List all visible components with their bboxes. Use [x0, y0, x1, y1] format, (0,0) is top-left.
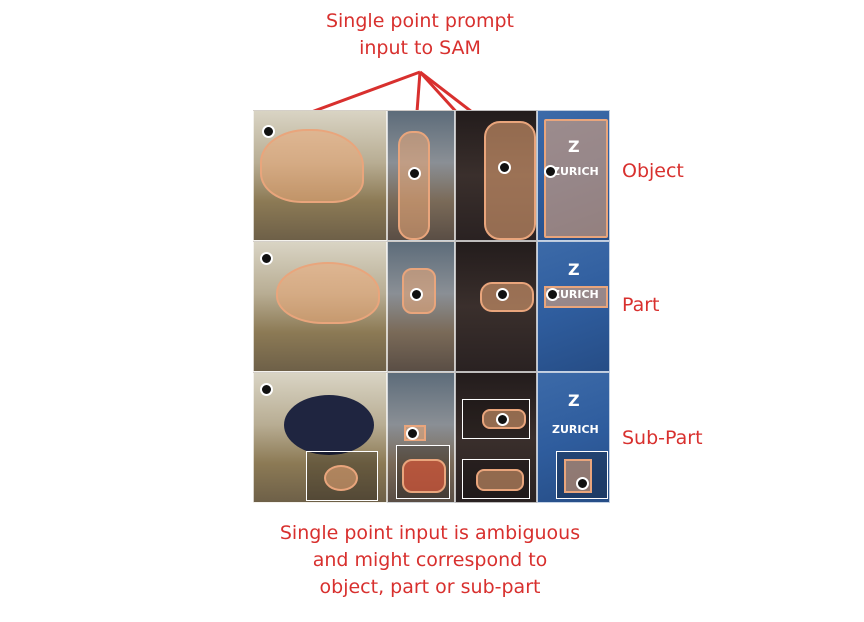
prompt-point: [410, 288, 423, 301]
prompt-point: [576, 477, 589, 490]
person-object-cell: [387, 110, 455, 241]
zurich-wordmark: ZURICH: [552, 423, 599, 436]
example-grid: Z ZURICH Z ZURICH: [253, 110, 610, 503]
emu-object-mask: [260, 129, 364, 203]
emu-object-cell: [253, 110, 387, 241]
zurich-z-logo: Z: [568, 260, 580, 279]
emu-body-mask: [276, 262, 380, 324]
prompt-point: [546, 288, 559, 301]
prompt-point: [496, 288, 509, 301]
sign-object-mask: [544, 119, 608, 238]
emu-dark-body: [284, 395, 374, 455]
sign-subpart-cell: Z ZURICH: [537, 372, 610, 503]
emu-part-cell: [253, 241, 387, 372]
prompt-caption: Single point prompt input to SAM: [250, 8, 590, 62]
prompt-point: [544, 165, 557, 178]
zurich-z-logo: Z: [568, 391, 580, 410]
finger-detail-mask: [476, 469, 524, 491]
sign-part-cell: Z ZURICH: [537, 241, 610, 372]
prompt-point: [408, 167, 421, 180]
ambiguity-caption: Single point input is ambiguous and migh…: [230, 520, 630, 601]
prompt-point: [260, 252, 273, 265]
emu-subpart-cell: [253, 372, 387, 503]
prompt-point: [498, 161, 511, 174]
zurich-wordmark: ZURICH: [552, 165, 599, 178]
ambiguity-caption-line-3: object, part or sub-part: [319, 576, 541, 598]
prompt-caption-line-2: input to SAM: [359, 37, 481, 59]
prompt-point: [260, 383, 273, 396]
prompt-point: [262, 125, 275, 138]
zurich-z-logo: Z: [568, 137, 580, 156]
ambiguity-caption-line-1: Single point input is ambiguous: [279, 522, 581, 544]
prompt-point: [496, 413, 509, 426]
prompt-point: [406, 427, 419, 440]
row-label-subpart: Sub-Part: [622, 427, 703, 449]
zurich-wordmark: ZURICH: [552, 288, 599, 301]
person-subpart-cell: [387, 372, 455, 503]
wordmark-mask: [544, 286, 608, 308]
ambiguity-caption-line-2: and might correspond to: [312, 549, 548, 571]
person-part-cell: [387, 241, 455, 372]
person-object-mask: [398, 131, 430, 240]
hand-part-cell: [455, 241, 537, 372]
prompt-caption-line-1: Single point prompt: [325, 10, 515, 32]
hand-object-mask: [484, 121, 536, 240]
sign-object-cell: Z ZURICH: [537, 110, 610, 241]
hand-object-cell: [455, 110, 537, 241]
emu-head-mask: [324, 465, 358, 491]
hand-subpart-cell: [455, 372, 537, 503]
backpack-mask: [402, 459, 446, 493]
row-label-part: Part: [622, 294, 660, 316]
row-label-object: Object: [622, 160, 684, 182]
